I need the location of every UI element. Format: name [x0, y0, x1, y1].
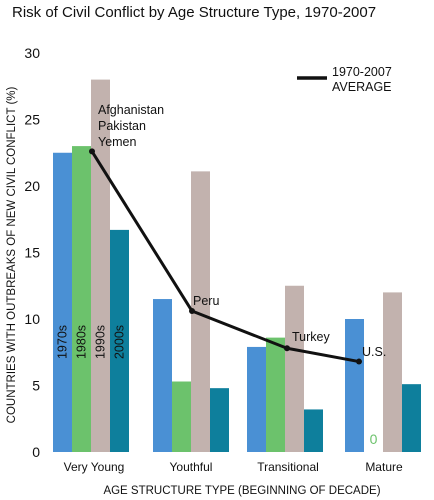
bar-1980s: [172, 381, 191, 452]
y-tick-label: 5: [32, 378, 40, 394]
bar-1970s: [153, 299, 172, 452]
bar-1990s: [383, 292, 402, 452]
average-annotation: Peru: [193, 294, 219, 308]
series-label: 2000s: [113, 325, 127, 359]
bars: [53, 79, 421, 452]
x-category-label: Very Young: [64, 460, 125, 474]
x-category-label: Mature: [365, 460, 403, 474]
bar-2000s: [402, 384, 421, 452]
bar-1990s: [285, 285, 304, 452]
average-point: [189, 308, 195, 315]
y-axis-ticks: 0 5 10 15 20 25 30: [24, 45, 40, 460]
chart-title: Risk of Civil Conflict by Age Structure …: [12, 4, 376, 21]
bar-1970s: [53, 152, 72, 452]
zero-value-label: 0: [370, 431, 378, 447]
series-label: 1970s: [56, 325, 70, 359]
average-point: [356, 358, 362, 365]
average-annotation: Afghanistan Pakistan Yemen: [98, 103, 164, 149]
y-tick-label: 30: [24, 45, 40, 61]
series-label: 1980s: [75, 325, 89, 359]
bar-1970s: [345, 319, 364, 452]
x-category-label: Youthful: [170, 460, 213, 474]
series-label: 1990s: [94, 325, 108, 359]
average-annotation: Turkey: [292, 330, 330, 344]
legend: 1970-2007 AVERAGE: [297, 65, 392, 94]
y-tick-label: 10: [24, 311, 40, 327]
bar-2000s: [110, 229, 129, 452]
x-axis-categories: Very Young Youthful Transitional Mature: [64, 460, 403, 474]
y-tick-label: 20: [24, 178, 40, 194]
bar-1990s: [191, 171, 210, 452]
average-annotations: Afghanistan Pakistan Yemen Peru Turkey U.S.: [98, 103, 386, 359]
bar-2000s: [210, 388, 229, 452]
x-axis-label: AGE STRUCTURE TYPE (BEGINNING OF DECADE): [103, 485, 380, 497]
bar-series-labels: 1970s 1980s 1990s 2000s 0: [56, 325, 378, 447]
average-point: [89, 148, 95, 155]
y-tick-label: 0: [32, 444, 40, 460]
average-line: [89, 148, 362, 365]
y-tick-label: 15: [24, 245, 40, 261]
average-annotation: U.S.: [362, 345, 386, 359]
bar-1970s: [247, 346, 266, 452]
legend-label: 1970-2007 AVERAGE: [332, 65, 392, 94]
bar-1980s: [266, 337, 285, 452]
average-line-path: [90, 150, 360, 364]
x-category-label: Transitional: [257, 460, 319, 474]
y-tick-label: 25: [24, 112, 40, 128]
bar-2000s: [304, 409, 323, 452]
bar-1980s: [72, 146, 91, 452]
average-point: [284, 345, 290, 352]
y-axis-label: COUNTRIES WITH OUTBREAKS OF NEW CIVIL CO…: [6, 86, 18, 423]
